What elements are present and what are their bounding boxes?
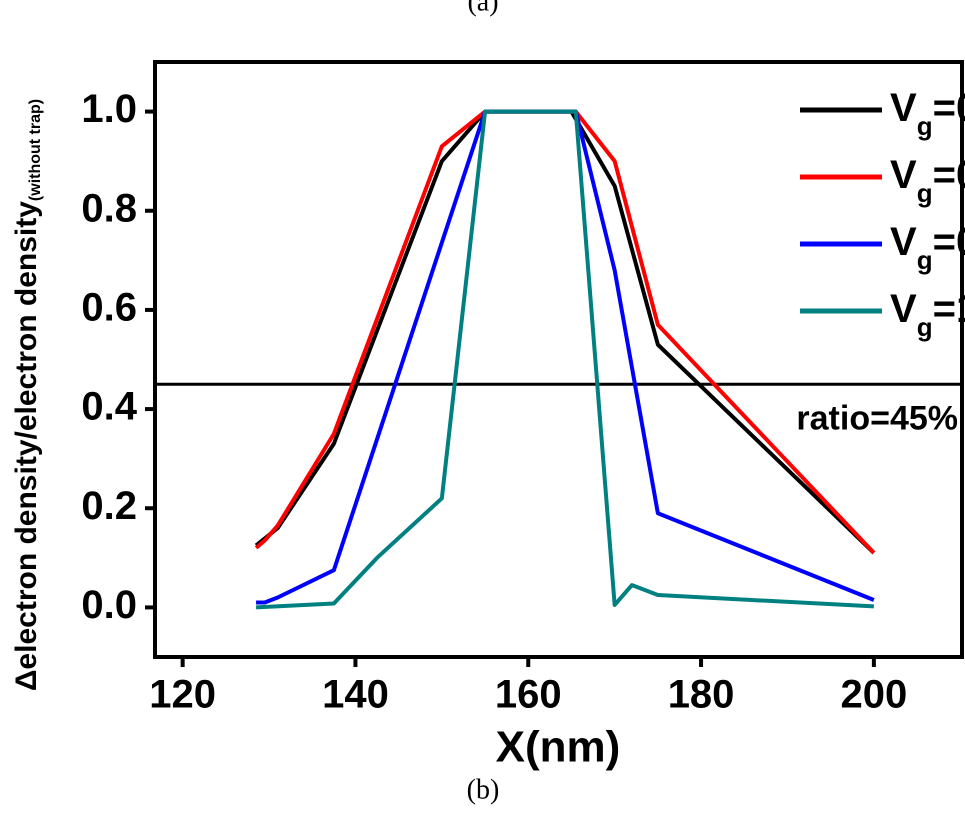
data-line <box>254 109 876 555</box>
x-tick-label: 120 <box>149 673 216 717</box>
reference-label: ratio=45% <box>796 399 958 437</box>
y-tick-label: 0.8 <box>81 186 137 230</box>
y-tick-label: 0.2 <box>81 484 137 528</box>
legend-label: Vg=0.6V <box>890 220 965 275</box>
data-line <box>256 109 875 605</box>
x-tick-label: 160 <box>495 673 562 717</box>
y-axis-label: Δelectron density/electron density(witho… <box>10 99 44 691</box>
x-tick-label: 140 <box>322 673 389 717</box>
y-label-sub: (without trap) <box>27 99 44 201</box>
legend-label: Vg=0.1V <box>890 86 965 141</box>
top-caption: (a) <box>467 0 498 17</box>
data-line <box>254 109 876 555</box>
legend-label: Vg=1.2V <box>890 287 965 342</box>
y-tick-label: 0.6 <box>81 285 137 329</box>
plot-frame <box>153 60 964 659</box>
x-tick-label: 180 <box>668 673 735 717</box>
y-tick-label: 0.0 <box>81 583 137 627</box>
x-tick-label: 200 <box>840 673 907 717</box>
legend-label: Vg=0.3V <box>890 153 965 208</box>
x-axis-label: X(nm) <box>496 723 621 772</box>
bottom-caption: (b) <box>467 774 500 805</box>
data-line <box>255 109 874 610</box>
y-tick-label: 1.0 <box>81 87 137 131</box>
y-label-main: Δelectron density/electron density <box>10 201 43 691</box>
y-tick-label: 0.4 <box>81 385 137 429</box>
